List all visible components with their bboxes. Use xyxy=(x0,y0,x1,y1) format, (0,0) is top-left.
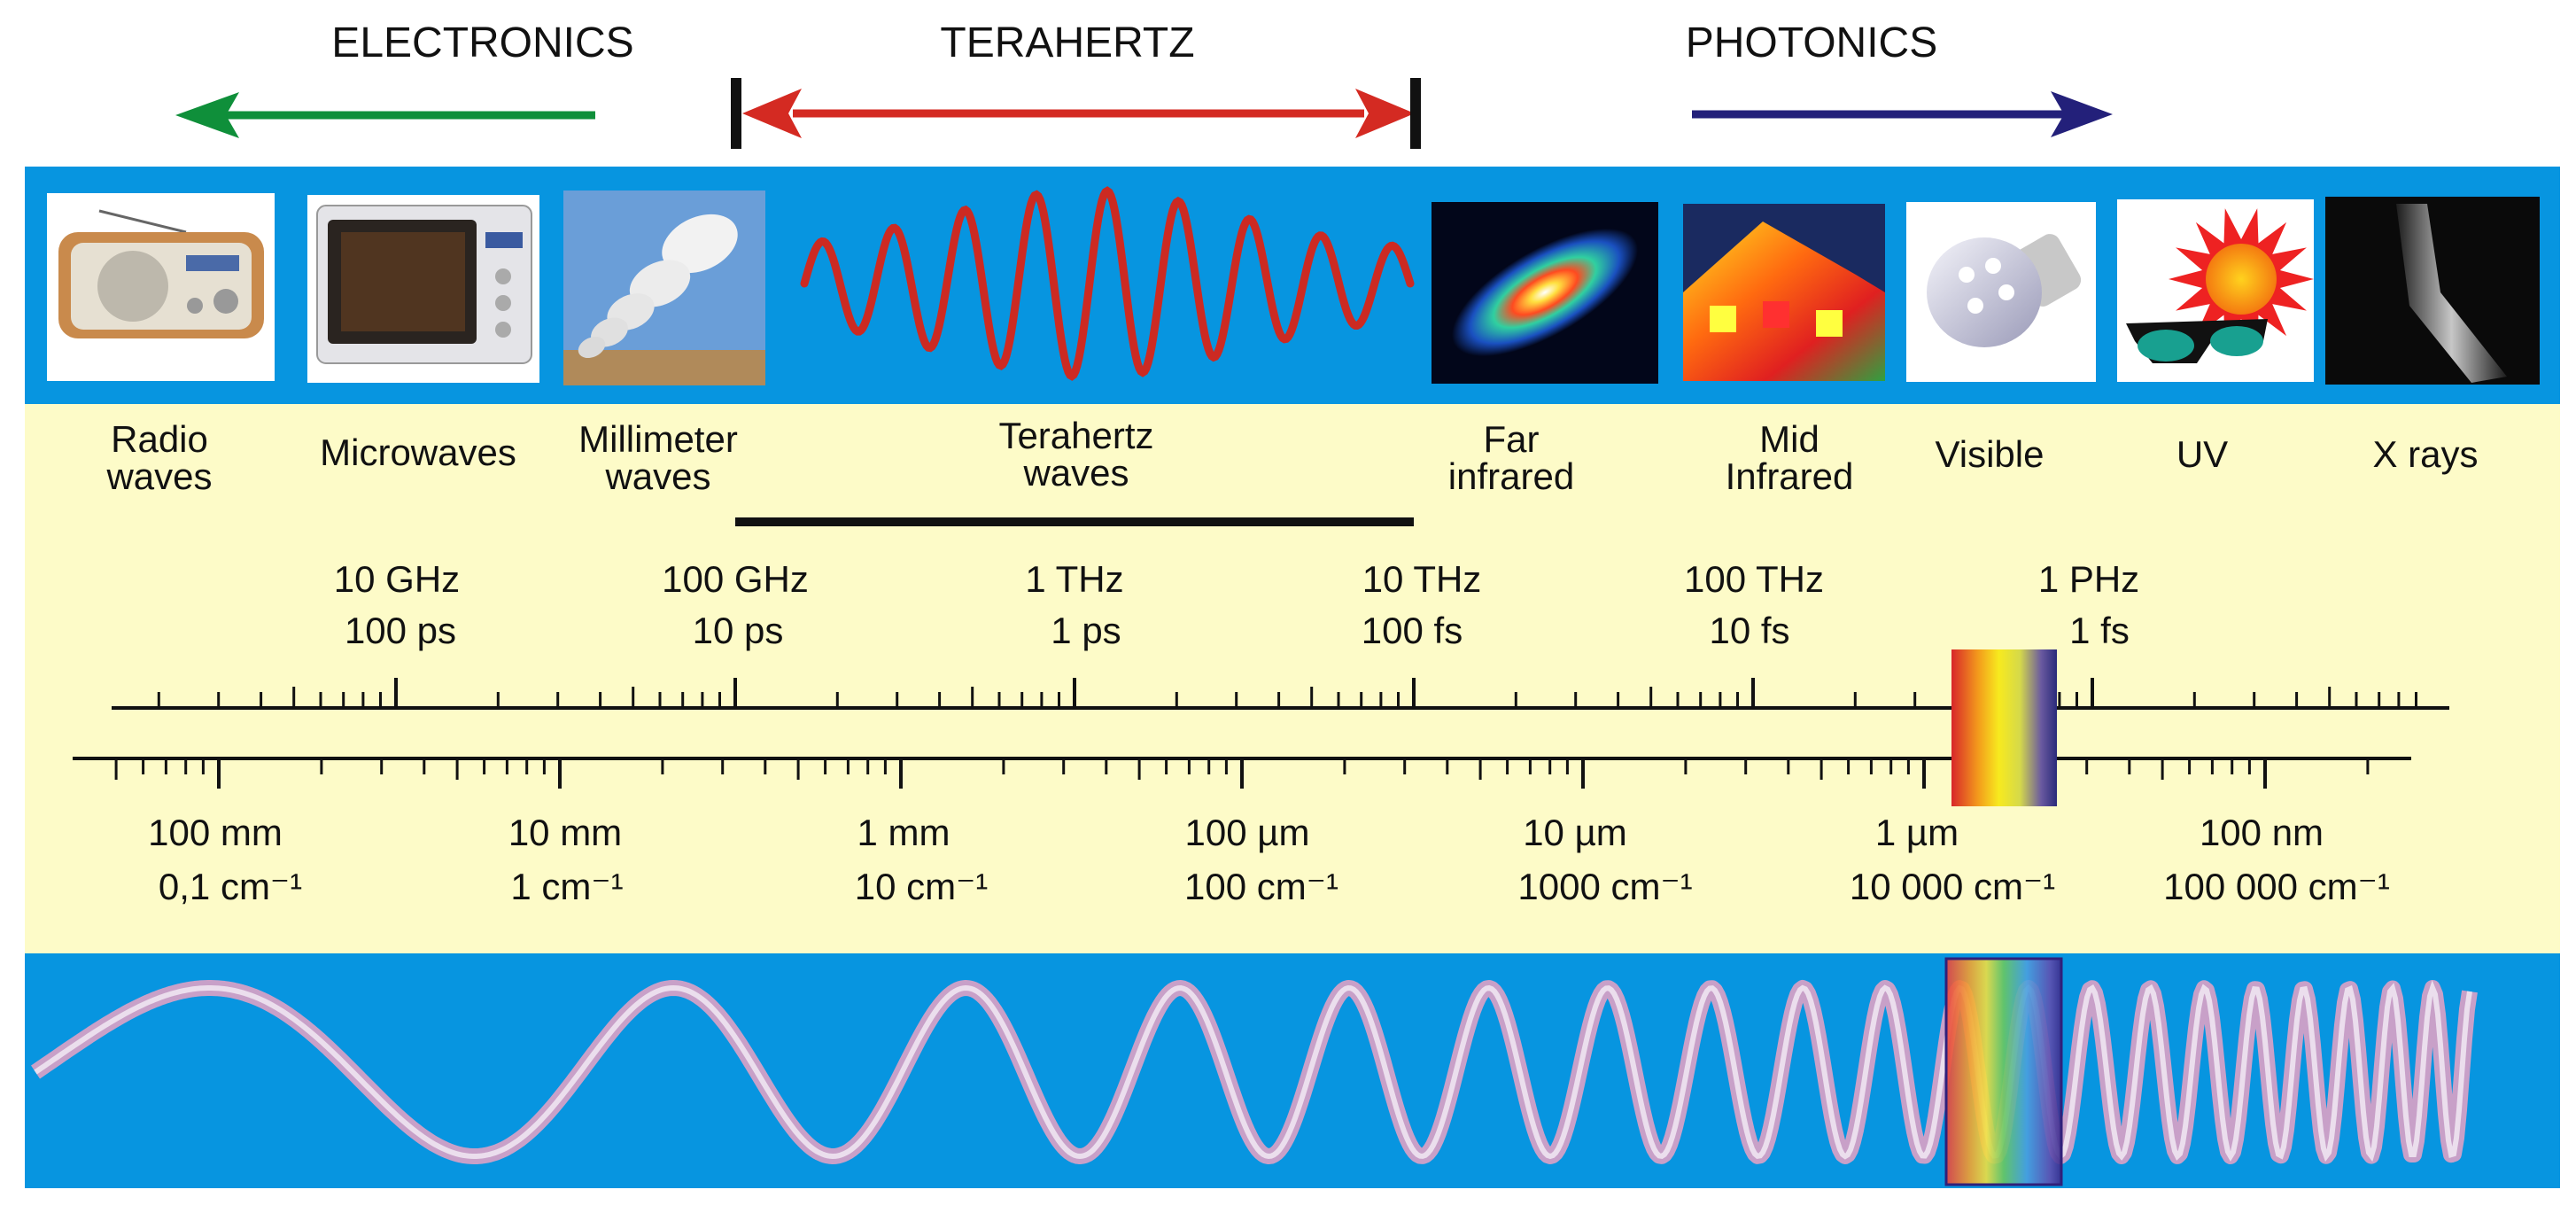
wavenumber-label-100: 100 cm⁻¹ xyxy=(1184,866,1338,907)
band-label-far-infrared: Far infrared xyxy=(1448,418,1574,497)
wavenumber-label-1: 1 cm⁻¹ xyxy=(510,866,623,907)
wavelength-label-10mm: 10 mm xyxy=(508,812,622,853)
band-label-radio: Radio waves xyxy=(105,418,212,497)
freq-label-1thz: 1 THz xyxy=(1025,558,1123,600)
terahertz-label: TERAHERTZ xyxy=(940,19,1194,66)
ribbon-wave-highlight xyxy=(34,980,2472,1162)
period-label-10fs: 10 fs xyxy=(1709,610,1789,651)
visible-spectrum-prism xyxy=(1944,957,2063,1186)
visible-band-marker xyxy=(1951,649,2057,806)
frequency-axis-ticks xyxy=(157,678,2417,708)
terahertz-wave-icon xyxy=(800,186,1415,381)
wavelength-label-100mm: 100 mm xyxy=(148,812,283,853)
terahertz-arrow xyxy=(731,78,1421,149)
photonics-label: PHOTONICS xyxy=(1686,19,1937,66)
wavelength-label-100um: 100 µm xyxy=(1185,812,1310,853)
terahertz-range-bar xyxy=(735,517,1414,526)
wavenumber-label-1000: 1000 cm⁻¹ xyxy=(1517,866,1692,907)
wavelength-label-1um: 1 µm xyxy=(1875,812,1959,853)
wavelength-label-100nm: 100 nm xyxy=(2200,812,2324,853)
wavelength-label-10um: 10 µm xyxy=(1523,812,1627,853)
photonics-arrow xyxy=(1692,91,2113,137)
band-label-uv: UV xyxy=(2176,433,2228,475)
scale-band xyxy=(25,404,2560,953)
freq-label-1phz: 1 PHz xyxy=(2038,558,2139,600)
electronics-arrow xyxy=(175,92,595,138)
infrared-galaxy-icon xyxy=(1432,202,1658,384)
thermal-house-icon xyxy=(1683,204,1885,381)
sun-sunglasses-icon xyxy=(2117,199,2314,382)
wavenumber-label-0-1: 0,1 cm⁻¹ xyxy=(159,866,302,907)
band-label-mid-infrared: Mid Infrared xyxy=(1726,418,1854,497)
xray-bone-icon xyxy=(2325,197,2540,385)
band-label-millimeter: Millimeter waves xyxy=(578,418,738,497)
band-label-terahertz: Terahertz waves xyxy=(998,415,1153,494)
band-label-microwaves: Microwaves xyxy=(320,432,516,473)
period-label-1ps: 1 ps xyxy=(1051,610,1121,651)
band-label-visible: Visible xyxy=(1936,433,2045,475)
period-label-100fs: 100 fs xyxy=(1362,610,1463,651)
wavelength-axis-ticks xyxy=(114,758,2370,789)
microwave-oven-icon xyxy=(307,195,539,383)
electronics-label: ELECTRONICS xyxy=(331,19,633,66)
wavelength-label-1mm: 1 mm xyxy=(857,812,950,853)
led-bulb-icon xyxy=(1906,202,2096,382)
period-label-10ps: 10 ps xyxy=(693,610,784,651)
wavenumber-label-100000: 100 000 cm⁻¹ xyxy=(2163,866,2390,907)
period-label-1fs: 1 fs xyxy=(2069,610,2130,651)
radio-icon xyxy=(47,193,275,381)
freq-label-100thz: 100 THz xyxy=(1684,558,1824,600)
freq-label-10ghz: 10 GHz xyxy=(334,558,460,600)
freq-label-10thz: 10 THz xyxy=(1362,558,1482,600)
radio-telescope-array-icon xyxy=(563,191,765,385)
period-label-100ps: 100 ps xyxy=(345,610,456,651)
wavenumber-label-10000: 10 000 cm⁻¹ xyxy=(1850,866,2055,907)
freq-label-100ghz: 100 GHz xyxy=(662,558,809,600)
wavenumber-label-10: 10 cm⁻¹ xyxy=(855,866,989,907)
band-label-xrays: X rays xyxy=(2372,433,2478,475)
